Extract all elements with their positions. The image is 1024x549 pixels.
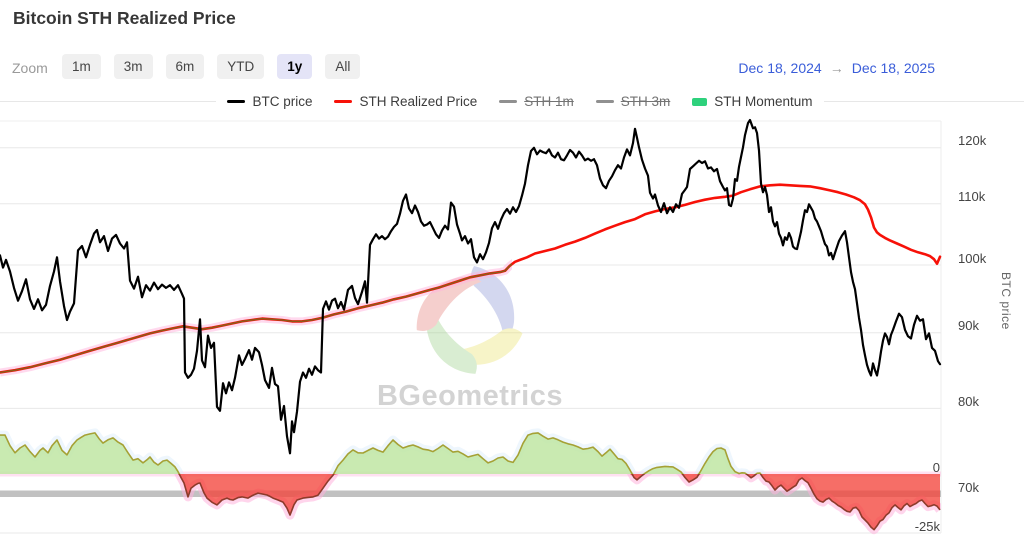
gray-band	[0, 490, 941, 497]
legend: BTC price STH Realized Price STH 1m STH 3m S…	[8, 93, 1024, 110]
legend-item-btc-price[interactable]: BTC price	[216, 93, 324, 110]
zoom-button-ytd[interactable]: YTD	[217, 54, 265, 79]
legend-swatch-icon	[595, 100, 614, 103]
legend-swatch-icon	[334, 100, 353, 103]
sth-realized-price-line	[0, 183, 942, 374]
legend-swatch-icon	[692, 97, 708, 106]
page-title: Bitcoin STH Realized Price	[13, 8, 236, 28]
toolbar: Zoom 1m 3m 6m YTD 1y All Dec 18, 2024 → Dec 1…	[0, 54, 1024, 82]
zoom-button-6m[interactable]: 6m	[165, 54, 205, 79]
price-axis-label: 80k	[958, 393, 979, 409]
zoom-buttons: 1m 3m 6m YTD 1y All	[62, 54, 361, 79]
momentum-negative-outline	[178, 474, 941, 531]
date-from[interactable]: Dec 18, 2024	[738, 60, 822, 76]
legend-label: STH 3m	[620, 94, 671, 109]
momentum-positive-outline	[0, 432, 762, 474]
legend-swatch-icon	[499, 100, 518, 103]
btc-price-line	[0, 118, 942, 455]
legend-label: STH 1m	[524, 94, 574, 109]
price-axis-label: 110k	[958, 189, 986, 205]
momentum-axis-label: -25k	[914, 518, 940, 534]
zoom-button-1y[interactable]: 1y	[277, 54, 313, 79]
legend-item-sth-momentum[interactable]: STH Momentum	[681, 93, 824, 110]
legend-label: STH Momentum	[714, 94, 813, 109]
zoom-button-all[interactable]: All	[325, 54, 361, 79]
legend-label: STH Realized Price	[359, 94, 478, 109]
price-axis-title: BTC price	[999, 272, 1013, 330]
zoom-button-3m[interactable]: 3m	[113, 54, 153, 79]
date-to[interactable]: Dec 18, 2025	[851, 60, 935, 76]
price-axis-label: 70k	[958, 479, 979, 495]
legend-label: BTC price	[252, 94, 313, 109]
zoom-label: Zoom	[12, 60, 48, 76]
arrow-right-icon: →	[829, 60, 844, 76]
legend-item-sth-realized-price[interactable]: STH Realized Price	[323, 93, 489, 110]
price-axis-label: 90k	[958, 318, 979, 334]
date-range: Dec 18, 2024 → Dec 18, 2025	[738, 60, 935, 76]
legend-swatch-icon	[227, 100, 246, 103]
watermark-text: BGeometrics	[376, 380, 563, 412]
zoom-button-1m[interactable]: 1m	[62, 54, 101, 79]
sth-momentum-overlay-line	[0, 263, 512, 374]
momentum-negative-area	[0, 474, 940, 530]
legend-item-sth-1m[interactable]: STH 1m	[488, 93, 585, 110]
legend-item-sth-3m[interactable]: STH 3m	[584, 93, 682, 110]
price-axis-label: 120k	[958, 133, 987, 149]
price-axis-label: 100k	[958, 250, 987, 266]
momentum-axis-label: 0	[932, 459, 940, 475]
watermark-logo-icon	[416, 266, 523, 374]
